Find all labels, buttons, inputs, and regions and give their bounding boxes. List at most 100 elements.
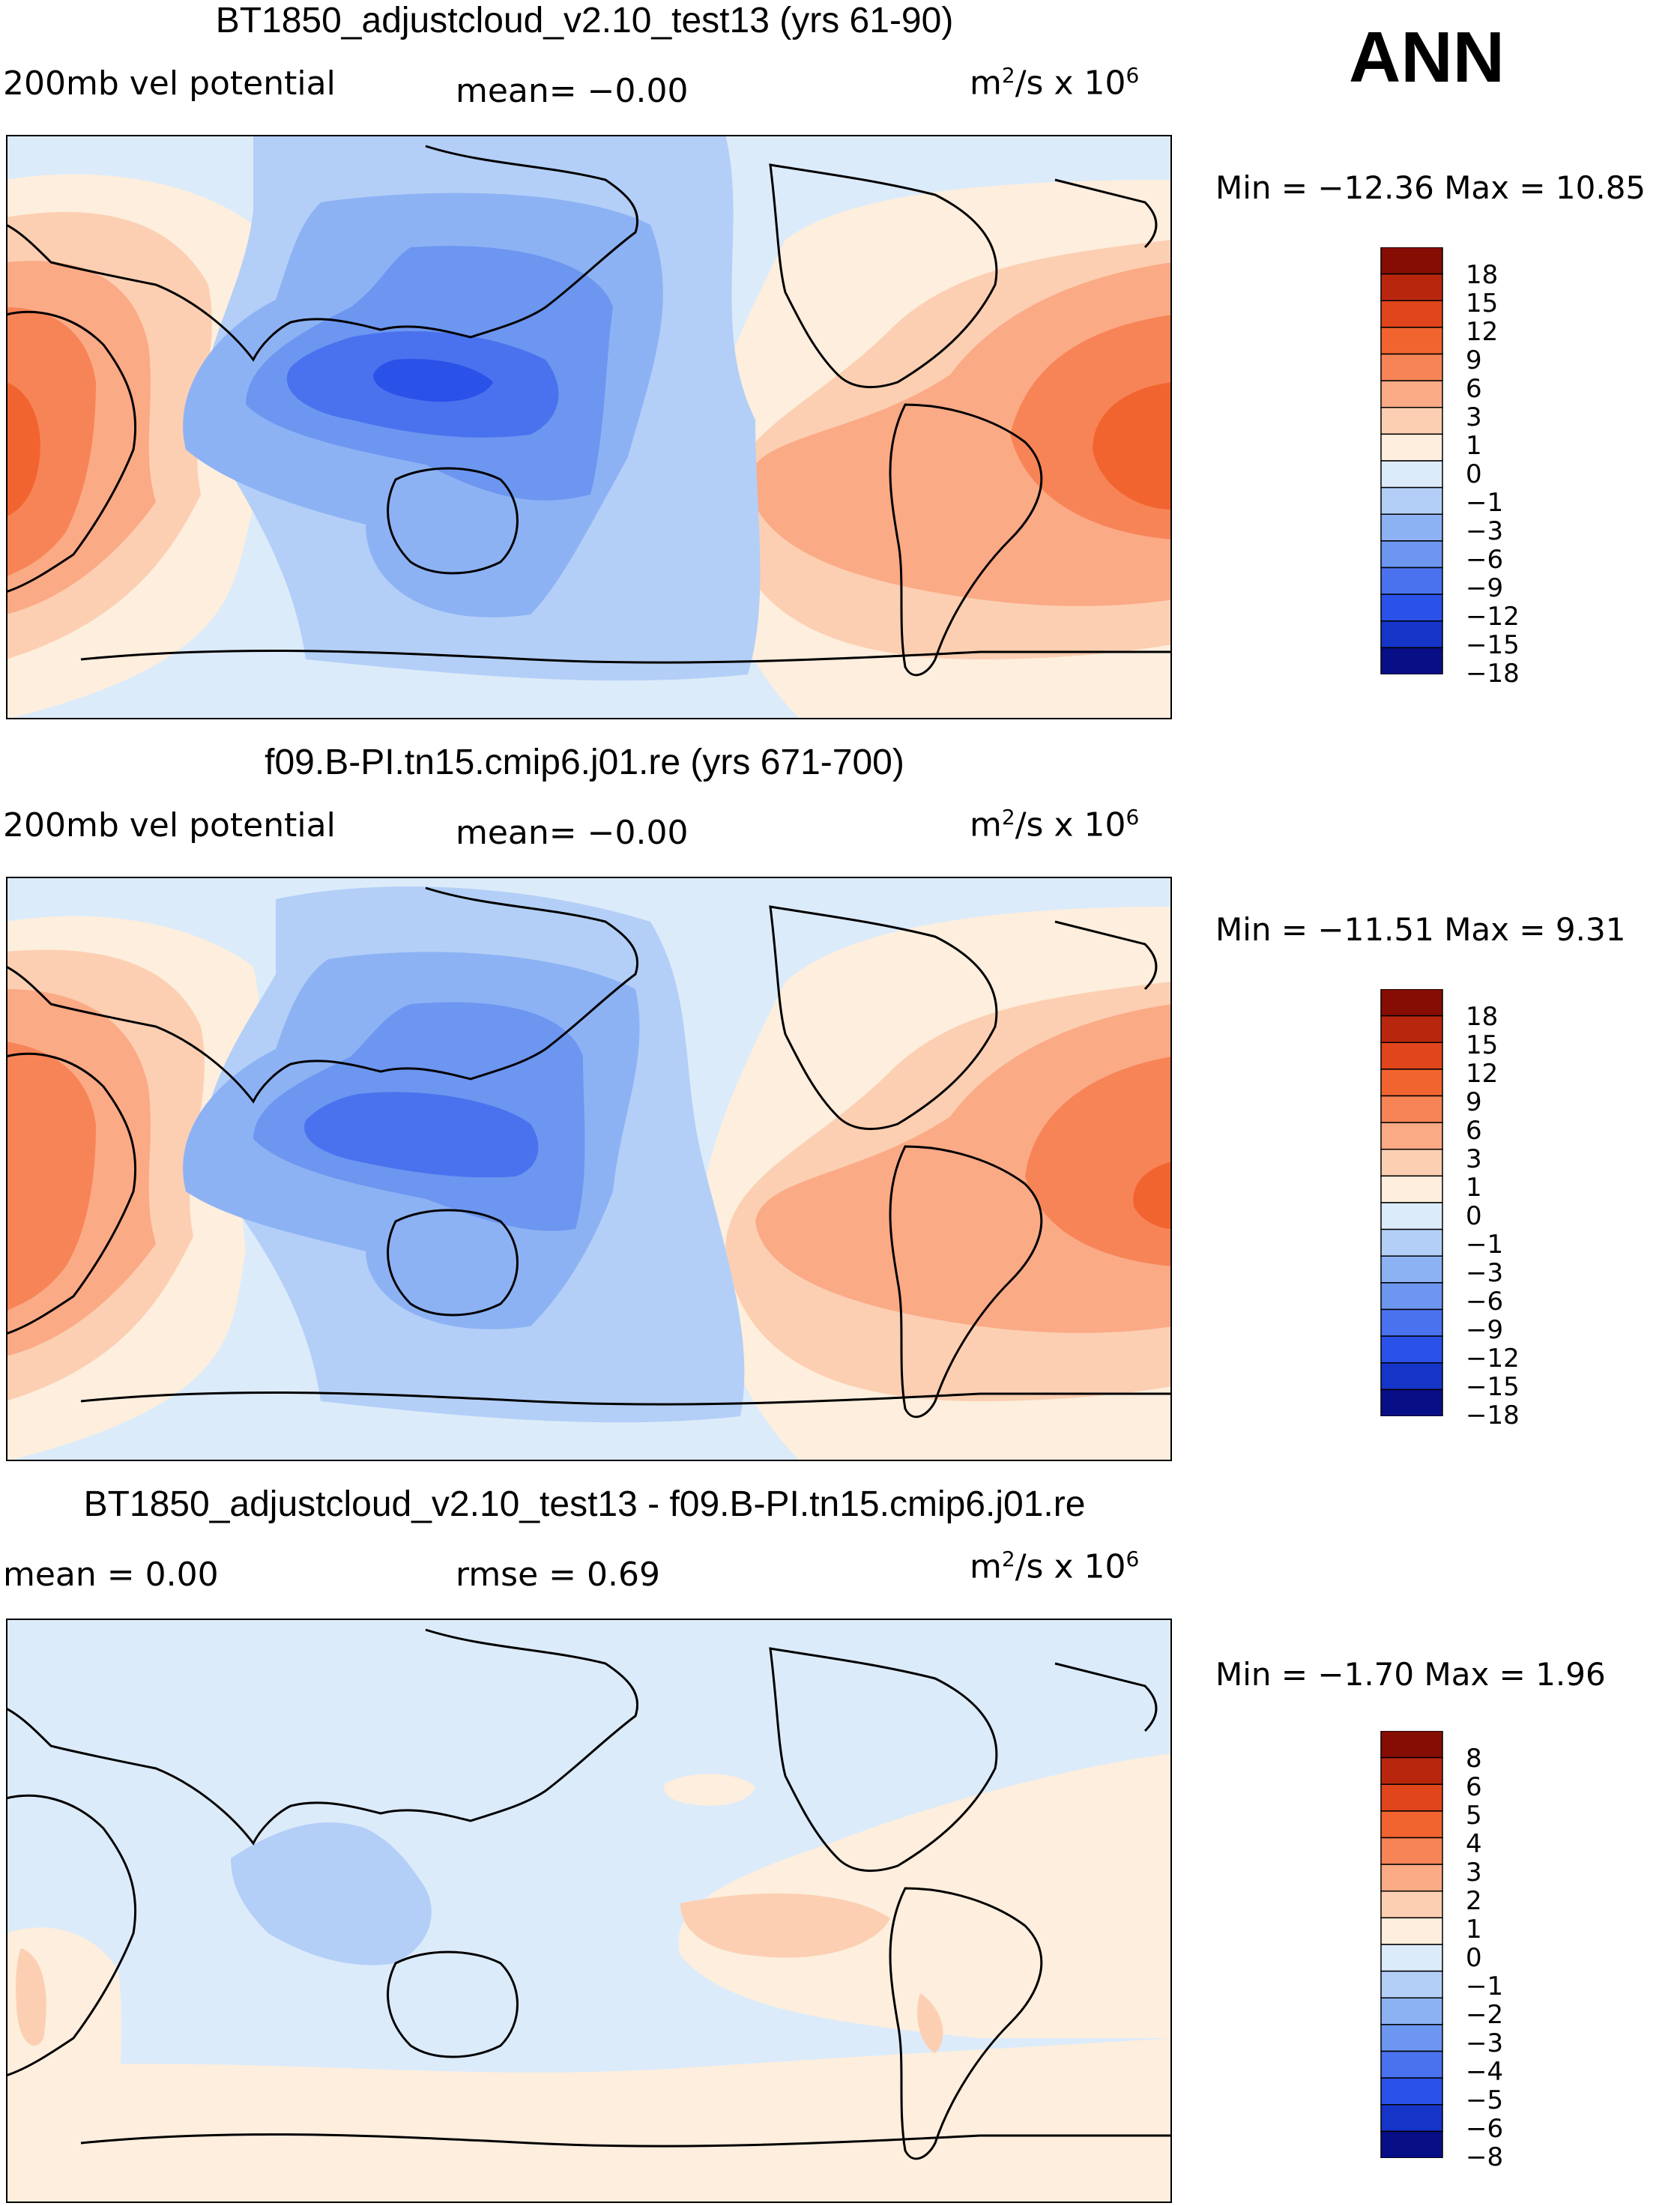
colorbar-label: −9 xyxy=(1466,573,1504,603)
panel2-colorbar-labels: 18 15 12 9 6 3 1 0 −1 −3 −6 −9 −12 −15 −… xyxy=(1466,1003,1520,1430)
colorbar-label: −12 xyxy=(1466,602,1520,632)
colorbar-label: −1 xyxy=(1466,1230,1504,1260)
panel1-min-max: Min = −12.36 Max = 10.85 xyxy=(1215,169,1646,206)
colorbar-label: 4 xyxy=(1466,1829,1482,1859)
panel1-variable-label: 200mb vel potential xyxy=(3,64,336,103)
season-label: ANN xyxy=(1349,17,1505,97)
colorbar-swatch xyxy=(1380,300,1443,328)
panel1-colorbar-swatches xyxy=(1380,247,1443,675)
colorbar-swatch xyxy=(1380,513,1443,542)
colorbar-swatch xyxy=(1380,2077,1443,2106)
colorbar-swatch xyxy=(1380,540,1443,569)
panel1-colorbar-labels: 18 15 12 9 6 3 1 0 −1 −3 −6 −9 −12 −15 −… xyxy=(1466,261,1520,688)
panel1-map xyxy=(6,135,1172,719)
colorbar-label: 0 xyxy=(1466,459,1482,489)
colorbar-label: 12 xyxy=(1466,1059,1499,1089)
colorbar-swatch xyxy=(1380,353,1443,381)
colorbar-swatch xyxy=(1380,2050,1443,2079)
colorbar-swatch xyxy=(1380,1756,1443,1785)
colorbar-label: −12 xyxy=(1466,1344,1520,1374)
colorbar-label: −3 xyxy=(1466,516,1504,546)
panel3-colorbar xyxy=(1380,1730,1443,2161)
colorbar-label: 2 xyxy=(1466,1886,1482,1916)
colorbar-label: −6 xyxy=(1466,2114,1504,2144)
panel2-colorbar xyxy=(1380,988,1443,1419)
colorbar-label: 3 xyxy=(1466,1858,1482,1888)
panel3-min-max: Min = −1.70 Max = 1.96 xyxy=(1215,1656,1606,1693)
colorbar-swatch xyxy=(1380,1837,1443,1865)
colorbar-swatch xyxy=(1380,2130,1443,2159)
colorbar-label: 9 xyxy=(1466,1087,1482,1117)
colorbar-label: 6 xyxy=(1466,1116,1482,1146)
colorbar-label: −6 xyxy=(1466,545,1504,575)
colorbar-label: 18 xyxy=(1466,260,1499,290)
colorbar-swatch xyxy=(1380,988,1443,1017)
panel3-rmse: rmse = 0.69 xyxy=(456,1556,660,1594)
colorbar-label: −2 xyxy=(1466,2000,1504,2030)
colorbar-swatch xyxy=(1380,1970,1443,1998)
colorbar-label: −15 xyxy=(1466,630,1520,660)
colorbar-label: 3 xyxy=(1466,402,1482,432)
colorbar-swatch xyxy=(1380,460,1443,489)
colorbar-swatch xyxy=(1380,1308,1443,1337)
colorbar-swatch xyxy=(1380,1255,1443,1284)
colorbar-label: 9 xyxy=(1466,345,1482,375)
colorbar-swatch xyxy=(1380,2104,1443,2133)
colorbar-label: 15 xyxy=(1466,288,1499,318)
colorbar-label: 8 xyxy=(1466,1744,1482,1774)
panel2-variable-label: 200mb vel potential xyxy=(3,806,336,844)
colorbar-label: 0 xyxy=(1466,1943,1482,1973)
colorbar-swatch xyxy=(1380,1997,1443,2025)
panel2-units: m2/s x 106 xyxy=(970,805,1140,844)
panel3-map xyxy=(6,1619,1172,2203)
colorbar-label: −6 xyxy=(1466,1287,1504,1317)
panel3-colorbar-swatches xyxy=(1380,1730,1443,2159)
colorbar-swatch xyxy=(1380,327,1443,355)
panel1-mean: mean= −0.00 xyxy=(456,72,689,110)
colorbar-swatch xyxy=(1380,1069,1443,1097)
colorbar-label: 6 xyxy=(1466,1772,1482,1802)
colorbar-label: 0 xyxy=(1466,1201,1482,1231)
panel3-colorbar-labels: 8 6 5 4 3 2 1 0 −1 −2 −3 −4 −5 −6 −8 xyxy=(1466,1744,1503,2172)
colorbar-label: 15 xyxy=(1466,1030,1499,1060)
colorbar-label: −8 xyxy=(1466,2142,1504,2172)
colorbar-swatch xyxy=(1380,1122,1443,1150)
colorbar-swatch xyxy=(1380,620,1443,649)
colorbar-swatch xyxy=(1380,1388,1443,1417)
colorbar-swatch xyxy=(1380,380,1443,408)
colorbar-label: 1 xyxy=(1466,1173,1482,1203)
colorbar-swatch xyxy=(1380,1864,1443,1892)
panel3-units: m2/s x 106 xyxy=(970,1547,1140,1586)
colorbar-label: −1 xyxy=(1466,1971,1504,2001)
colorbar-label: −3 xyxy=(1466,2028,1504,2058)
colorbar-label: −4 xyxy=(1466,2057,1504,2087)
colorbar-label: 3 xyxy=(1466,1144,1482,1174)
colorbar-label: −1 xyxy=(1466,488,1504,518)
colorbar-swatch xyxy=(1380,1202,1443,1230)
colorbar-swatch xyxy=(1380,273,1443,301)
colorbar-label: 1 xyxy=(1466,431,1482,461)
colorbar-label: −18 xyxy=(1466,1400,1520,1430)
colorbar-swatch xyxy=(1380,1228,1443,1257)
colorbar-swatch xyxy=(1380,1042,1443,1070)
colorbar-label: 6 xyxy=(1466,374,1482,404)
colorbar-swatch xyxy=(1380,647,1443,675)
colorbar-swatch xyxy=(1380,1730,1443,1759)
colorbar-label: 18 xyxy=(1466,1002,1499,1032)
colorbar-swatch xyxy=(1380,1149,1443,1177)
panel1-colorbar xyxy=(1380,247,1443,677)
colorbar-label: −15 xyxy=(1466,1372,1520,1402)
colorbar-swatch xyxy=(1380,1810,1443,1839)
colorbar-swatch xyxy=(1380,2024,1443,2052)
panel2-mean: mean= −0.00 xyxy=(456,814,689,852)
panel2-map xyxy=(6,877,1172,1461)
colorbar-swatch xyxy=(1380,1335,1443,1364)
colorbar-swatch xyxy=(1380,1175,1443,1203)
colorbar-label: 1 xyxy=(1466,1915,1482,1944)
colorbar-swatch xyxy=(1380,1917,1443,1945)
panel2-min-max: Min = −11.51 Max = 9.31 xyxy=(1215,911,1626,948)
colorbar-label: −18 xyxy=(1466,659,1520,689)
panel1-units: m2/s x 106 xyxy=(970,63,1140,103)
colorbar-swatch xyxy=(1380,407,1443,435)
colorbar-swatch xyxy=(1380,433,1443,462)
